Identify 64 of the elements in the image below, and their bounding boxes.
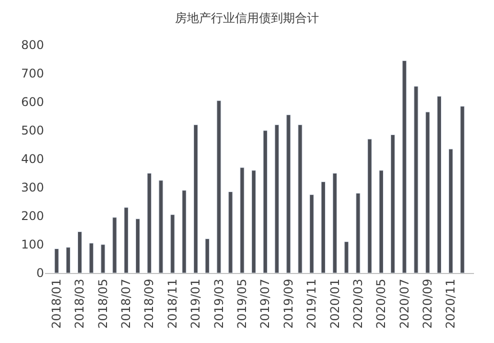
y-tick-label: 800 [21, 38, 44, 52]
x-tick-label: 2020/11 [444, 278, 458, 329]
x-tick-label: 2018/11 [165, 278, 180, 329]
bar [182, 190, 186, 273]
bar [390, 134, 396, 273]
x-tick-label: 2020/01 [328, 278, 342, 329]
y-tick-label: 700 [21, 66, 44, 81]
bar [100, 244, 106, 273]
x-tick-label: 2018/07 [119, 278, 134, 329]
y-tick-label: 500 [21, 124, 44, 138]
bar [367, 138, 372, 273]
bar [356, 192, 360, 273]
bar [240, 167, 244, 273]
x-tick-label: 2019/05 [235, 278, 250, 329]
bar [378, 170, 384, 273]
bar [402, 60, 407, 273]
y-tick-label: 600 [21, 95, 44, 110]
bar [112, 217, 117, 273]
bar [251, 170, 256, 273]
bar [448, 148, 454, 273]
y-tick-label: 400 [21, 152, 44, 166]
bar [216, 100, 222, 273]
y-tick-label: 300 [21, 180, 44, 195]
y-tick-label: 200 [21, 209, 44, 224]
bar [436, 96, 442, 273]
bar [78, 231, 82, 273]
bar [309, 194, 314, 273]
bar [158, 180, 164, 273]
bar [286, 114, 291, 273]
x-tick-label: 2019/07 [258, 278, 272, 329]
x-tick-label: 2018/01 [49, 278, 64, 329]
chart-title: 房地产行业信用债到期合计 [175, 11, 319, 26]
bar [89, 242, 94, 273]
x-tick-label: 2019/09 [281, 278, 296, 329]
bar [66, 247, 70, 273]
x-tick-label: 2019/03 [212, 278, 226, 329]
y-tick-label: 100 [21, 238, 44, 252]
x-tick-label: 2018/05 [96, 278, 110, 329]
x-tick-label: 2019/11 [304, 278, 319, 329]
bar [228, 192, 233, 273]
bar [274, 124, 280, 273]
bar [263, 130, 268, 273]
bar [170, 214, 175, 273]
bar [135, 218, 140, 273]
x-tick-label: 2020/07 [397, 278, 412, 329]
bar [298, 124, 302, 273]
x-tick-label: 2020/09 [420, 278, 435, 329]
x-tick-label: 2018/03 [72, 278, 87, 329]
bar [193, 124, 198, 273]
bar [124, 207, 128, 273]
x-tick-label: 2020/05 [374, 278, 388, 329]
x-tick-label: 2018/09 [142, 278, 156, 329]
bar [460, 106, 465, 273]
x-tick-label: 2020/03 [350, 278, 365, 329]
x-tick-label: 2019/01 [188, 278, 203, 329]
bar [147, 173, 152, 273]
bar [205, 238, 210, 273]
bar [425, 112, 430, 273]
bar [414, 86, 418, 273]
bar [320, 182, 326, 273]
bar [332, 173, 338, 273]
bar [344, 241, 349, 273]
y-tick-label: 0 [36, 266, 44, 280]
bar [54, 248, 59, 273]
